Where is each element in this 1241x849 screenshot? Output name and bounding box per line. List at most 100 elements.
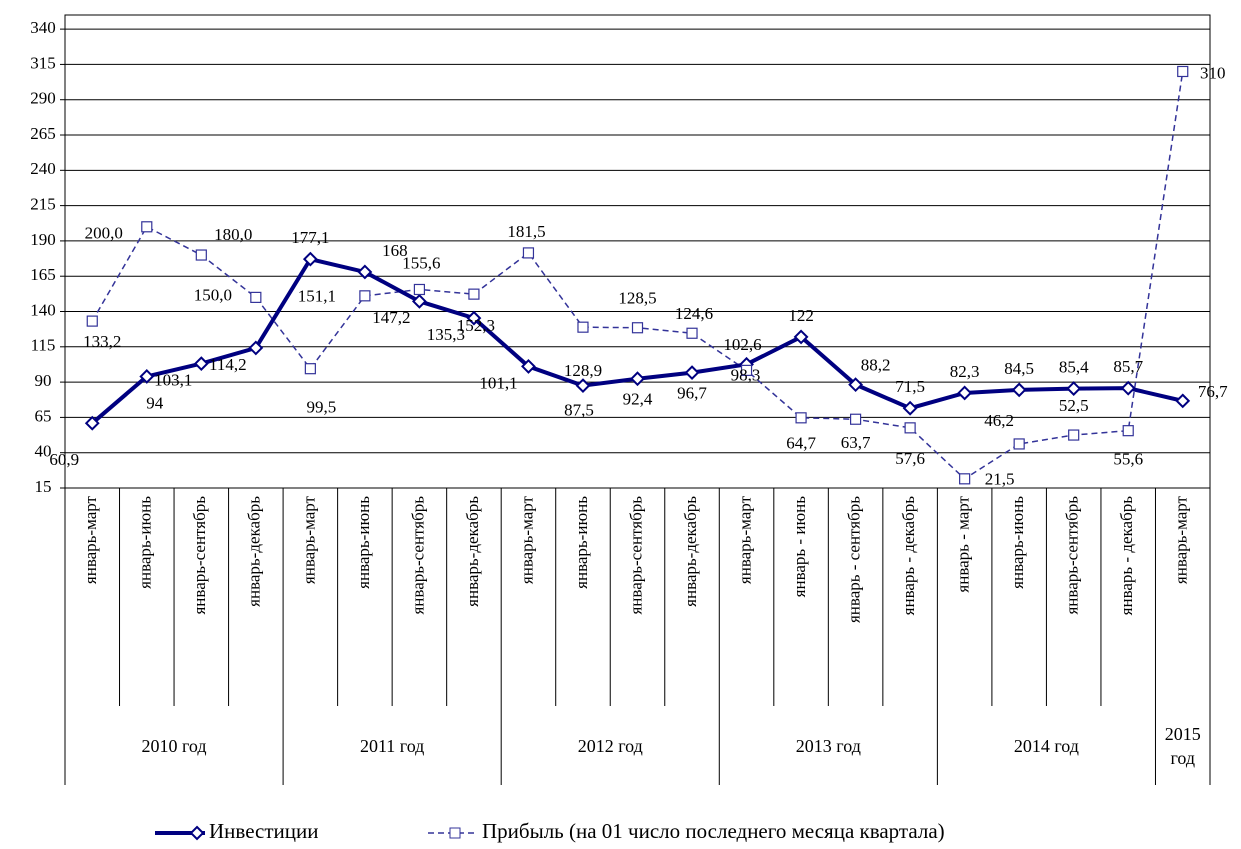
group-label-box: 2010 год <box>141 735 207 756</box>
data-label: 102,6 <box>723 335 761 354</box>
data-label: 124,6 <box>675 304 713 323</box>
legend-marker <box>449 827 461 839</box>
group-label: 2013 год <box>795 735 861 756</box>
y-tick-label: 290 <box>30 89 56 108</box>
x-tick-label: январь-сентябрь <box>408 496 427 615</box>
x-tick-label: январь-декабрь <box>463 496 482 607</box>
x-tick-label: январь-июнь <box>1008 496 1027 589</box>
data-label: 103,1 <box>154 371 192 390</box>
data-label: 98,3 <box>731 365 761 384</box>
marker <box>740 364 753 376</box>
data-label: 99,5 <box>306 398 336 417</box>
marker <box>793 329 809 345</box>
y-tick-label: 115 <box>31 336 56 355</box>
marker <box>304 363 316 375</box>
data-label: 135,3 <box>427 325 465 344</box>
data-label: 85,7 <box>1113 357 1143 376</box>
y-tick-label: 15 <box>35 477 52 496</box>
x-tick-label: январь-март <box>1172 495 1191 584</box>
marker <box>521 359 536 374</box>
x-tick-label: январь-март <box>299 495 318 584</box>
x-tick-label: январь-июнь <box>572 496 591 589</box>
data-label: 152,3 <box>457 316 495 335</box>
marker <box>1011 382 1027 398</box>
data-label: 55,6 <box>1113 450 1143 469</box>
marker <box>795 412 807 424</box>
data-label: 60,9 <box>49 450 79 469</box>
group-label-box: 2012 год <box>577 735 643 756</box>
y-tick-label: 240 <box>30 159 56 178</box>
marker <box>248 340 264 356</box>
marker <box>466 310 482 326</box>
data-label: 128,5 <box>618 289 656 308</box>
data-label: 76,7 <box>1198 382 1228 401</box>
legend-label: Прибыль (на 01 число последнего месяца к… <box>482 819 945 843</box>
data-label: 150,0 <box>194 285 232 304</box>
marker <box>139 369 155 384</box>
marker <box>904 422 916 434</box>
y-tick-label: 90 <box>35 371 52 390</box>
marker <box>1120 380 1136 396</box>
data-label: 71,5 <box>895 377 925 396</box>
data-label: 101,1 <box>479 373 517 392</box>
y-tick-label: 315 <box>30 53 56 72</box>
group-label: 2011 год <box>359 735 425 756</box>
data-label: 200,0 <box>85 224 123 243</box>
x-tick-label: январь - декабрь <box>899 496 918 616</box>
y-tick-label: 190 <box>30 230 56 249</box>
marker <box>357 264 373 280</box>
data-label: 63,7 <box>841 433 871 452</box>
group-label-box: 2013 год <box>795 735 861 756</box>
marker <box>686 327 698 339</box>
marker <box>359 290 371 302</box>
x-tick-label: январь-декабрь <box>245 496 264 607</box>
marker <box>86 315 98 327</box>
marker <box>959 473 971 485</box>
marker <box>631 322 644 334</box>
legend-label: Инвестиции <box>209 819 319 843</box>
marker <box>411 293 427 309</box>
y-tick-label: 40 <box>35 442 52 461</box>
data-label: 84,5 <box>1004 359 1034 378</box>
group-label: 2012 год <box>577 735 643 756</box>
plot-frame <box>64 14 1211 489</box>
x-tick-label: январь-март <box>81 495 100 584</box>
data-label: 155,6 <box>402 253 440 272</box>
data-label: 21,5 <box>985 470 1015 489</box>
marker <box>684 365 700 381</box>
legend-marker <box>189 825 205 841</box>
x-tick-label: январь - март <box>954 495 973 592</box>
x-tick-label: январь-июнь <box>354 496 373 589</box>
data-label: 82,3 <box>950 362 980 381</box>
data-label: 85,4 <box>1059 358 1089 377</box>
y-tick-label: 340 <box>30 18 56 37</box>
marker <box>302 251 318 267</box>
x-tick-label: январь - сентябрь <box>845 496 864 623</box>
marker <box>1122 425 1134 437</box>
marker <box>575 378 591 394</box>
marker <box>141 221 153 233</box>
group-label-box: 2014 год <box>1014 736 1079 756</box>
x-tick-label: январь-сентябрь <box>190 496 209 615</box>
group-label: 2015 год <box>1164 723 1201 768</box>
marker <box>630 371 645 387</box>
y-tick-label: 265 <box>30 124 56 143</box>
data-label: 151,1 <box>298 287 336 306</box>
data-label: 96,7 <box>677 384 707 403</box>
data-label: 64,7 <box>786 434 816 453</box>
marker <box>522 247 535 259</box>
y-tick-label: 140 <box>30 300 56 319</box>
marker <box>1013 438 1025 450</box>
marker <box>195 249 207 261</box>
marker <box>1177 65 1189 78</box>
marker <box>957 385 973 401</box>
y-tick-label: 165 <box>30 265 56 284</box>
group-label: 2010 год <box>141 735 207 756</box>
marker <box>193 356 209 372</box>
marker <box>1175 393 1191 409</box>
data-label: 181,5 <box>507 222 545 241</box>
group-label-box: 2011 год <box>359 735 425 756</box>
group-label-box: 2015 год <box>1164 723 1201 768</box>
marker <box>577 321 589 333</box>
